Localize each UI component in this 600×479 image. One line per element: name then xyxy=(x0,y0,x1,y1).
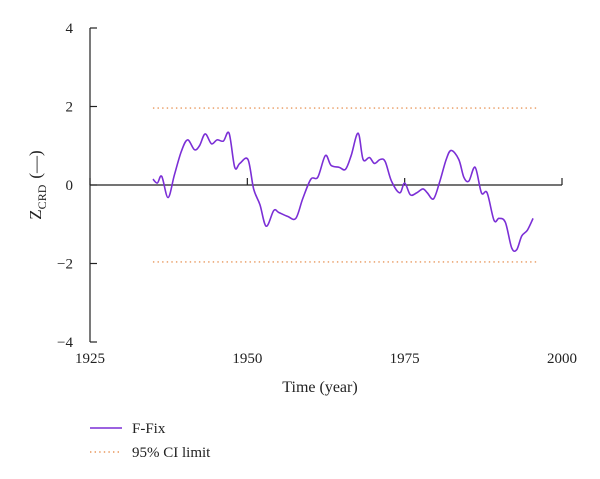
y-tick-label: −2 xyxy=(57,257,73,273)
x-tick-label: 1950 xyxy=(232,351,262,367)
legend: F-Fix 95% CI limit xyxy=(90,421,211,461)
axes xyxy=(89,27,563,343)
y-tick-label: 4 xyxy=(66,21,74,37)
y-tick-label: 0 xyxy=(66,178,74,194)
x-tick-label: 1975 xyxy=(390,351,420,367)
legend-label-ci-limit: 95% CI limit xyxy=(132,445,211,461)
y-axis-label-main: Z xyxy=(26,209,45,219)
x-axis-label: Time (year) xyxy=(282,379,357,396)
y-tick-label: −4 xyxy=(57,335,73,351)
y-axis-label-unit: (—) xyxy=(26,150,45,178)
y-axis-label-subscript: CRD xyxy=(35,184,49,209)
svg-text:ZCRD(—): ZCRD (—) xyxy=(26,150,49,219)
x-tick-label: 1925 xyxy=(75,351,105,367)
series-lines xyxy=(152,131,534,253)
series-line-f-fix xyxy=(152,131,534,253)
x-tick-label: 2000 xyxy=(547,351,577,367)
y-axis-label: ZCRD (—) xyxy=(26,150,49,219)
legend-item-f-fix: F-Fix xyxy=(90,421,166,437)
legend-label-f-fix: F-Fix xyxy=(132,421,166,437)
legend-item-ci-limit: 95% CI limit xyxy=(90,445,211,461)
y-tick-label: 2 xyxy=(66,100,74,116)
